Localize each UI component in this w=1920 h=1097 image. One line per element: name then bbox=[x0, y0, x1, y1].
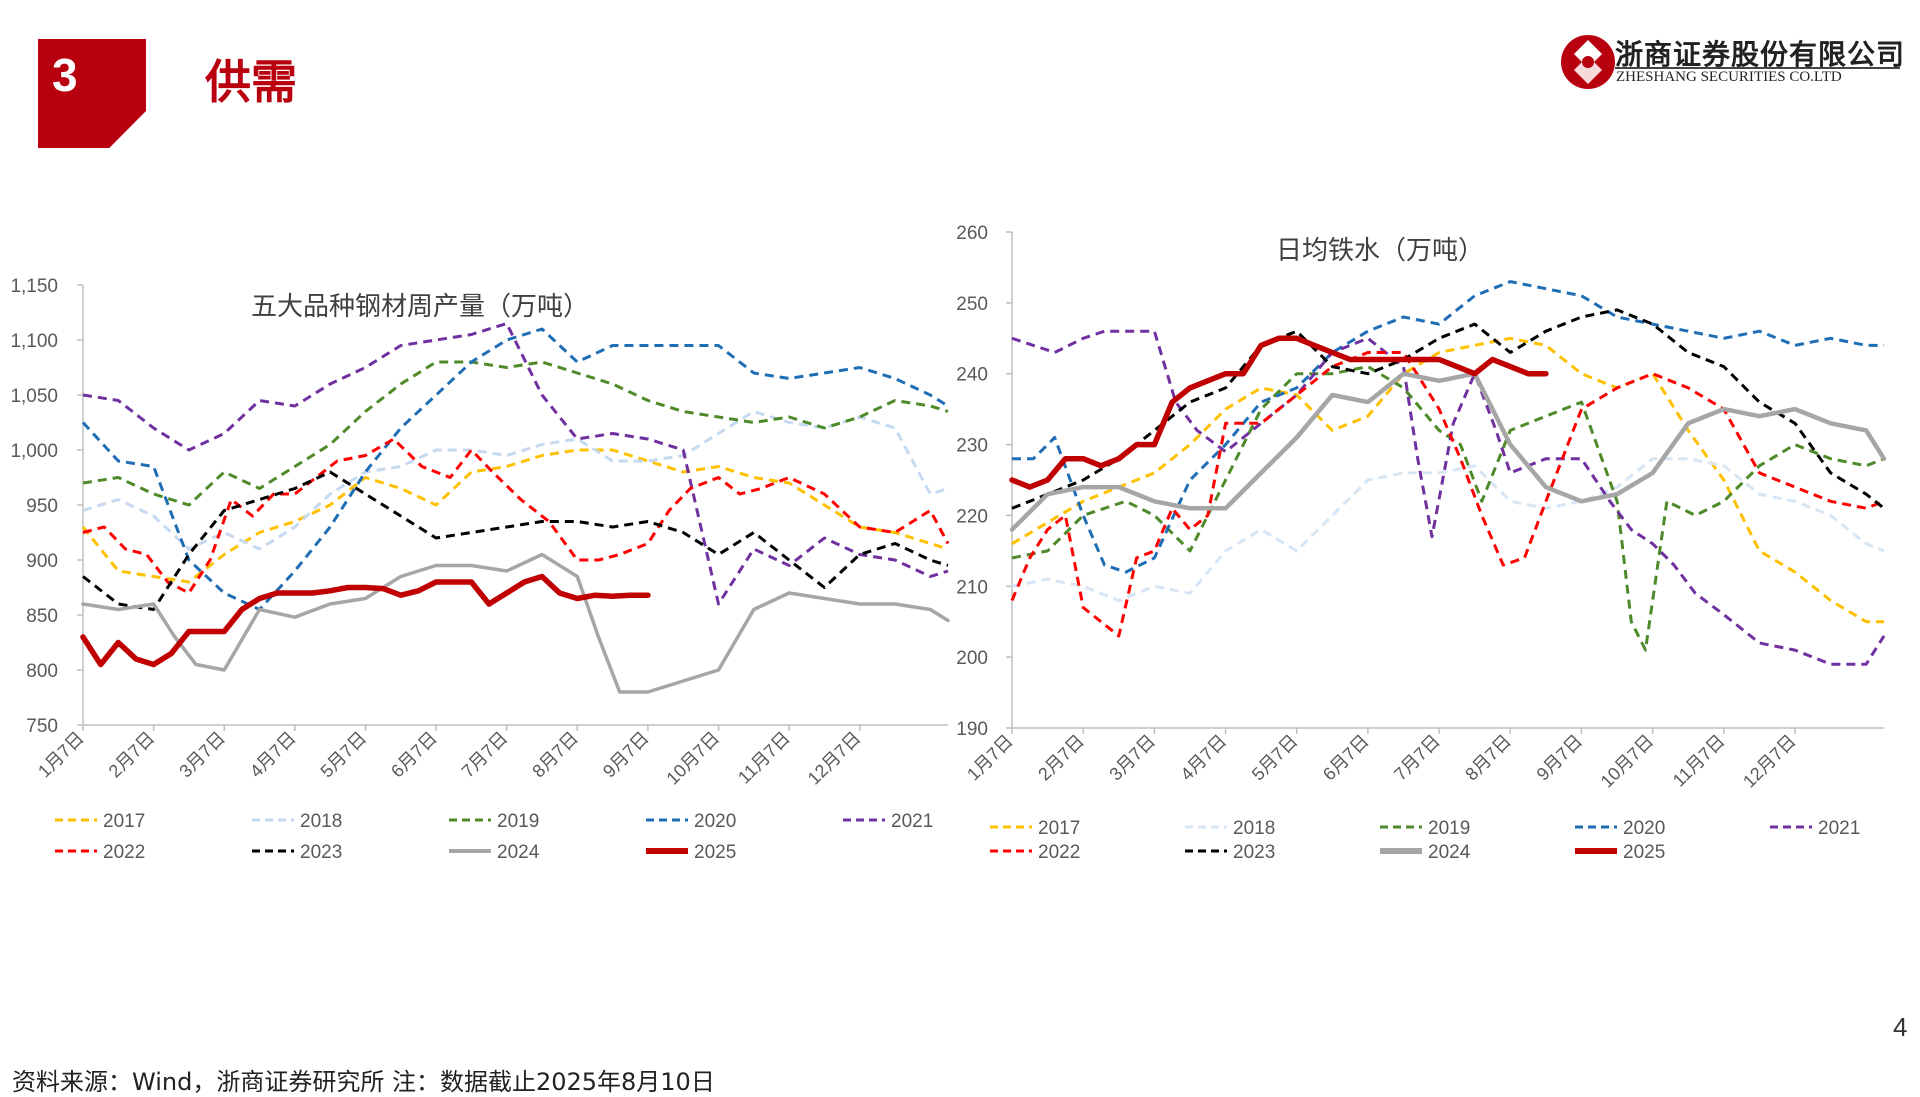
x-tick-label: 8月7日 bbox=[1461, 731, 1515, 785]
y-tick-label: 210 bbox=[956, 577, 988, 598]
x-tick-label: 10月7日 bbox=[662, 728, 723, 789]
legend-label-2023: 2023 bbox=[1233, 842, 1275, 863]
x-tick-label: 5月7日 bbox=[1248, 731, 1302, 785]
legend-label-2020: 2020 bbox=[694, 811, 736, 832]
brand-divider bbox=[1615, 67, 1900, 69]
legend-label-2021: 2021 bbox=[1818, 818, 1860, 839]
legend-label-2019: 2019 bbox=[1428, 818, 1470, 839]
legend-label-2023: 2023 bbox=[300, 842, 342, 863]
series-line-2023 bbox=[1011, 308, 1885, 510]
y-tick-label: 200 bbox=[956, 648, 988, 669]
y-tick-label: 190 bbox=[956, 719, 988, 740]
series-line-2023 bbox=[82, 470, 949, 611]
legend-label-2022: 2022 bbox=[103, 842, 145, 863]
x-tick-label: 12月7日 bbox=[804, 728, 865, 789]
x-tick-label: 2月7日 bbox=[1034, 731, 1088, 785]
series-line-2021 bbox=[1011, 329, 1886, 666]
legend-label-2021: 2021 bbox=[891, 811, 933, 832]
series-line-2024 bbox=[81, 552, 950, 694]
y-tick-label: 240 bbox=[956, 365, 988, 386]
x-tick-label: 9月7日 bbox=[599, 728, 653, 782]
x-tick-label: 3月7日 bbox=[175, 728, 229, 782]
legend-label-2025: 2025 bbox=[694, 842, 736, 863]
legend-label-2019: 2019 bbox=[497, 811, 539, 832]
y-tick-label: 950 bbox=[26, 496, 58, 517]
series-line-2018 bbox=[82, 410, 949, 551]
x-tick-label: 7月7日 bbox=[1390, 731, 1444, 785]
chart-title: 五大品种钢材周产量（万吨） bbox=[251, 291, 589, 321]
y-tick-label: 750 bbox=[26, 716, 58, 737]
series-line-2018 bbox=[1011, 457, 1885, 602]
y-tick-label: 250 bbox=[956, 294, 988, 315]
series-line-2025 bbox=[1009, 335, 1549, 490]
legend-label-2024: 2024 bbox=[497, 842, 540, 863]
brand-logo-icon bbox=[1561, 35, 1615, 89]
y-tick-label: 1,100 bbox=[10, 331, 58, 352]
section-title: 供需 bbox=[205, 55, 297, 109]
legend-label-2018: 2018 bbox=[300, 811, 342, 832]
legend-label-2017: 2017 bbox=[103, 811, 145, 832]
x-tick-label: 10月7日 bbox=[1597, 731, 1658, 792]
legend-label-2024: 2024 bbox=[1428, 842, 1471, 863]
brand-name-cn: 浙商证券股份有限公司 bbox=[1615, 38, 1906, 71]
y-tick-label: 1,050 bbox=[10, 386, 58, 407]
y-tick-label: 900 bbox=[26, 551, 58, 572]
y-tick-label: 220 bbox=[956, 506, 988, 527]
x-tick-label: 11月7日 bbox=[734, 728, 794, 788]
x-tick-label: 2月7日 bbox=[105, 728, 159, 782]
y-tick-label: 230 bbox=[956, 436, 988, 457]
y-tick-label: 800 bbox=[26, 661, 58, 682]
x-tick-label: 8月7日 bbox=[528, 728, 582, 782]
series-line-2020 bbox=[1012, 280, 1884, 574]
series-line-2017 bbox=[81, 448, 949, 584]
series-line-2021 bbox=[82, 322, 949, 606]
x-tick-label: 9月7日 bbox=[1533, 731, 1587, 785]
x-tick-label: 6月7日 bbox=[387, 728, 441, 782]
legend-label-2018: 2018 bbox=[1233, 818, 1275, 839]
x-tick-label: 4月7日 bbox=[1177, 731, 1231, 785]
series-line-2019 bbox=[82, 360, 949, 507]
x-tick-label: 5月7日 bbox=[317, 728, 371, 782]
series-line-2020 bbox=[81, 327, 949, 611]
legend-label-2022: 2022 bbox=[1038, 842, 1080, 863]
legend-label-2025: 2025 bbox=[1623, 842, 1665, 863]
y-tick-label: 260 bbox=[956, 223, 988, 244]
series-line-2019 bbox=[1011, 365, 1885, 652]
x-tick-label: 11月7日 bbox=[1669, 731, 1729, 791]
series-line-2025 bbox=[80, 573, 651, 668]
page-number: 4 bbox=[1893, 1012, 1908, 1042]
section-number: 3 bbox=[52, 49, 78, 101]
x-tick-label: 6月7日 bbox=[1319, 731, 1373, 785]
x-tick-label: 4月7日 bbox=[246, 728, 300, 782]
y-tick-label: 1,000 bbox=[10, 441, 58, 462]
x-tick-label: 12月7日 bbox=[1739, 731, 1800, 792]
x-tick-label: 7月7日 bbox=[458, 728, 512, 782]
y-tick-label: 1,150 bbox=[10, 276, 58, 297]
legend-label-2017: 2017 bbox=[1038, 818, 1080, 839]
legend-label-2020: 2020 bbox=[1623, 818, 1665, 839]
series-line-2022 bbox=[82, 437, 950, 595]
series-line-2024 bbox=[1009, 371, 1887, 532]
brand-name-en: ZHESHANG SECURITIES CO.LTD bbox=[1616, 69, 1842, 85]
chart-title: 日均铁水（万吨） bbox=[1276, 235, 1484, 265]
series-line-2017 bbox=[1011, 336, 1884, 624]
x-tick-label: 3月7日 bbox=[1105, 731, 1159, 785]
y-tick-label: 850 bbox=[26, 606, 58, 627]
